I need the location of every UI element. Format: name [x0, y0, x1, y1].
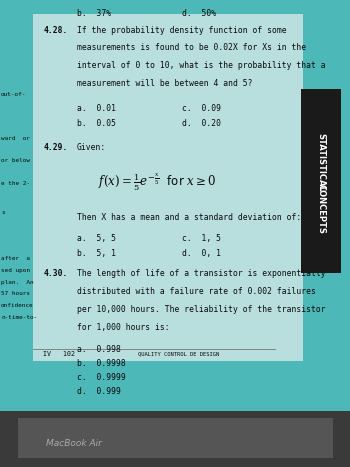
Text: s: s	[1, 210, 5, 215]
Text: a.  5, 5: a. 5, 5	[77, 234, 116, 243]
Text: e the 2-: e the 2-	[1, 181, 30, 186]
Text: distributed with a failure rate of 0.002 failures: distributed with a failure rate of 0.002…	[77, 287, 316, 296]
Text: d.  0, 1: d. 0, 1	[182, 249, 221, 258]
Text: b.  0.05: b. 0.05	[77, 119, 116, 127]
Text: out-of-: out-of-	[1, 92, 27, 97]
Text: d.  0.20: d. 0.20	[182, 119, 221, 127]
Text: onfidence: onfidence	[1, 303, 34, 308]
Text: CONCEPTS: CONCEPTS	[317, 184, 326, 234]
Text: $f(x) = \frac{1}{5}e^{-\frac{x}{5}}$  for $x \geq 0$: $f(x) = \frac{1}{5}e^{-\frac{x}{5}}$ for…	[98, 171, 216, 192]
Text: c.  1, 5: c. 1, 5	[182, 234, 221, 243]
Text: interval of 0 to 10, what is the probability that a: interval of 0 to 10, what is the probabi…	[77, 61, 326, 70]
FancyBboxPatch shape	[0, 411, 350, 467]
Text: 57 hours: 57 hours	[1, 291, 30, 296]
Text: QUALITY CONTROL DE DESIGN: QUALITY CONTROL DE DESIGN	[138, 352, 219, 357]
Text: STATISTICAL: STATISTICAL	[317, 133, 326, 191]
Text: b.  0.9998: b. 0.9998	[77, 359, 126, 368]
Text: c.  0.09: c. 0.09	[182, 104, 221, 113]
Text: IV   102: IV 102	[43, 351, 75, 357]
FancyBboxPatch shape	[301, 89, 341, 273]
Text: d.  50%: d. 50%	[182, 9, 216, 18]
Text: measurements is found to be 0.02X for Xs in the: measurements is found to be 0.02X for Xs…	[77, 43, 306, 52]
Text: MacBook Air: MacBook Air	[46, 439, 102, 448]
Text: for 1,000 hours is:: for 1,000 hours is:	[77, 323, 170, 332]
Text: 4.28.: 4.28.	[44, 26, 68, 35]
Text: 4.30.: 4.30.	[44, 269, 68, 278]
Text: b.  37%: b. 37%	[77, 9, 111, 18]
Text: plan.  An: plan. An	[1, 280, 34, 285]
Text: b.  5, 1: b. 5, 1	[77, 249, 116, 258]
Text: a.  0.01: a. 0.01	[77, 104, 116, 113]
Text: d.  0.999: d. 0.999	[77, 387, 121, 396]
Text: 4.29.: 4.29.	[44, 143, 68, 152]
Text: per 10,000 hours. The reliability of the transistor: per 10,000 hours. The reliability of the…	[77, 305, 326, 314]
Text: n-time-to-: n-time-to-	[1, 315, 37, 320]
Text: ward  or: ward or	[1, 136, 30, 141]
Text: Then X has a mean and a standard deviation of:: Then X has a mean and a standard deviati…	[77, 213, 301, 222]
Text: sed upon: sed upon	[1, 268, 30, 273]
Text: c.  0.9999: c. 0.9999	[77, 373, 126, 382]
FancyBboxPatch shape	[33, 14, 303, 361]
FancyBboxPatch shape	[18, 418, 332, 458]
Text: a.  0.998: a. 0.998	[77, 345, 121, 354]
Text: after  a: after a	[1, 256, 30, 261]
Text: or below: or below	[1, 158, 30, 163]
Text: Given:: Given:	[77, 143, 106, 152]
Text: The length of life of a transistor is exponentially: The length of life of a transistor is ex…	[77, 269, 326, 278]
Text: measurement will be between 4 and 5?: measurement will be between 4 and 5?	[77, 79, 252, 88]
Text: If the probability density function of some: If the probability density function of s…	[77, 26, 287, 35]
